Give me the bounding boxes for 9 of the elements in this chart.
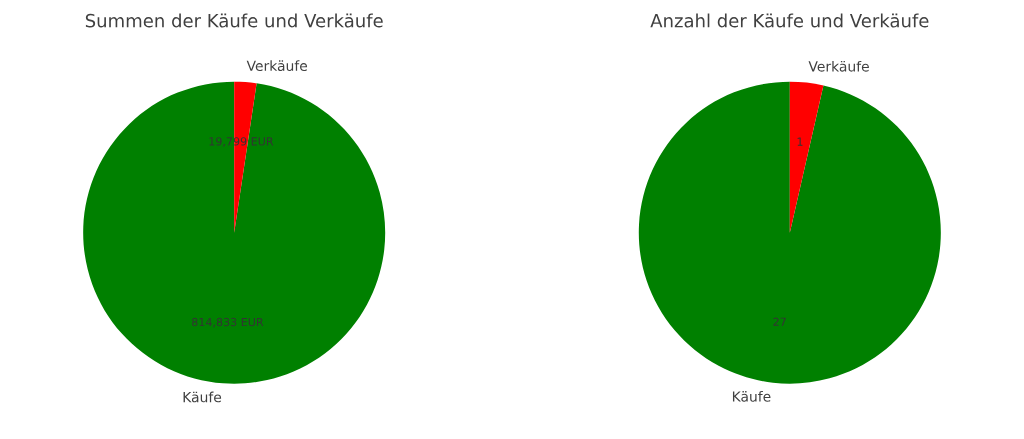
data-label: 814,833 EUR bbox=[192, 317, 264, 328]
chart-title: Anzahl der Käufe und Verkäufe bbox=[650, 13, 929, 28]
slice-label: Käufe bbox=[183, 391, 222, 403]
data-label: 27 bbox=[773, 317, 786, 326]
slice-label: Verkäufe bbox=[246, 60, 308, 72]
slice-label: Verkäufe bbox=[808, 60, 869, 72]
data-label: 1 bbox=[797, 137, 803, 146]
chart-title: Summen der Käufe und Verkäufe bbox=[85, 13, 383, 28]
slice-label: Käufe bbox=[732, 391, 771, 402]
